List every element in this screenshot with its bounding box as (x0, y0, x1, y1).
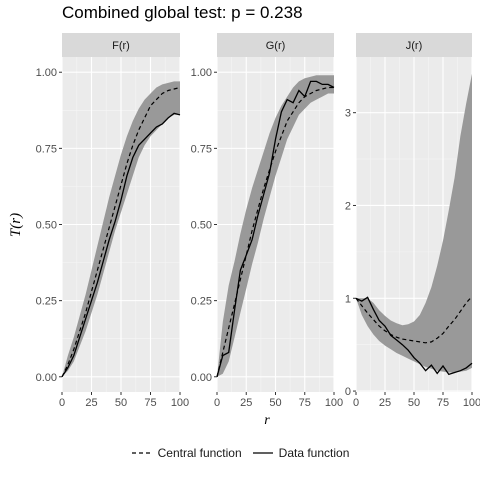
x-tick-label: 75 (299, 397, 311, 409)
y-tick-label: 0.00 (36, 372, 57, 384)
legend-key-dashed (131, 452, 152, 454)
y-tick-label: 3 (345, 108, 351, 120)
y-tick-label: 0.00 (191, 372, 212, 384)
y-tick-label: 1.00 (36, 67, 57, 79)
facet-strip-g (217, 33, 334, 57)
legend-key-solid (252, 452, 273, 454)
x-tick-label: 0 (214, 397, 220, 409)
y-tick-label: 2 (345, 200, 351, 212)
x-tick-label: 100 (171, 397, 189, 409)
data-function-line-g (216, 80, 335, 377)
y-tick-label: 0 (345, 386, 351, 398)
x-tick-label: 50 (115, 397, 127, 409)
legend: Central function Data function (0, 446, 480, 460)
y-tick-label: 0.50 (191, 220, 212, 232)
y-axis-title: T(r) (8, 213, 24, 237)
central-function-line-g (216, 86, 334, 377)
envelope-band-f (62, 81, 180, 377)
central-function-line-j (355, 296, 473, 344)
y-tick-label: 0.25 (36, 296, 57, 308)
facet-strip-j (356, 33, 472, 57)
x-tick-label: 100 (325, 397, 343, 409)
legend-label-central: Central function (157, 446, 242, 460)
x-tick-label: 0 (353, 397, 359, 409)
chart-title: Combined global test: p = 0.238 (62, 3, 303, 22)
x-tick-label: 25 (240, 397, 252, 409)
facet-label-f: F(r) (112, 40, 130, 52)
x-tick-label: 75 (437, 397, 449, 409)
facet-label-j: J(r) (406, 40, 423, 52)
x-tick-label: 50 (269, 397, 281, 409)
x-tick-label: 75 (144, 397, 156, 409)
x-tick-label: 50 (408, 397, 420, 409)
y-tick-label: 1 (345, 293, 351, 305)
envelope-band-j (356, 73, 472, 373)
facet-label-g: G(r) (266, 40, 286, 52)
x-axis-title: r (264, 413, 270, 428)
data-function-line-f (61, 112, 181, 378)
x-tick-label: 0 (59, 397, 65, 409)
legend-item-data: Data function (252, 446, 350, 460)
x-tick-label: 25 (379, 397, 391, 409)
legend-label-data: Data function (278, 446, 350, 460)
x-tick-label: 100 (463, 397, 480, 409)
x-tick-label: 25 (85, 397, 97, 409)
y-tick-label: 0.25 (191, 296, 212, 308)
y-tick-label: 0.75 (191, 143, 212, 155)
y-tick-label: 0.50 (36, 220, 57, 232)
facet-strip-f (62, 33, 180, 57)
y-tick-label: 1.00 (191, 67, 212, 79)
legend-item-central: Central function (131, 446, 242, 460)
data-function-line-j (355, 296, 473, 376)
envelope-band-g (217, 75, 334, 377)
y-tick-label: 0.75 (36, 143, 57, 155)
